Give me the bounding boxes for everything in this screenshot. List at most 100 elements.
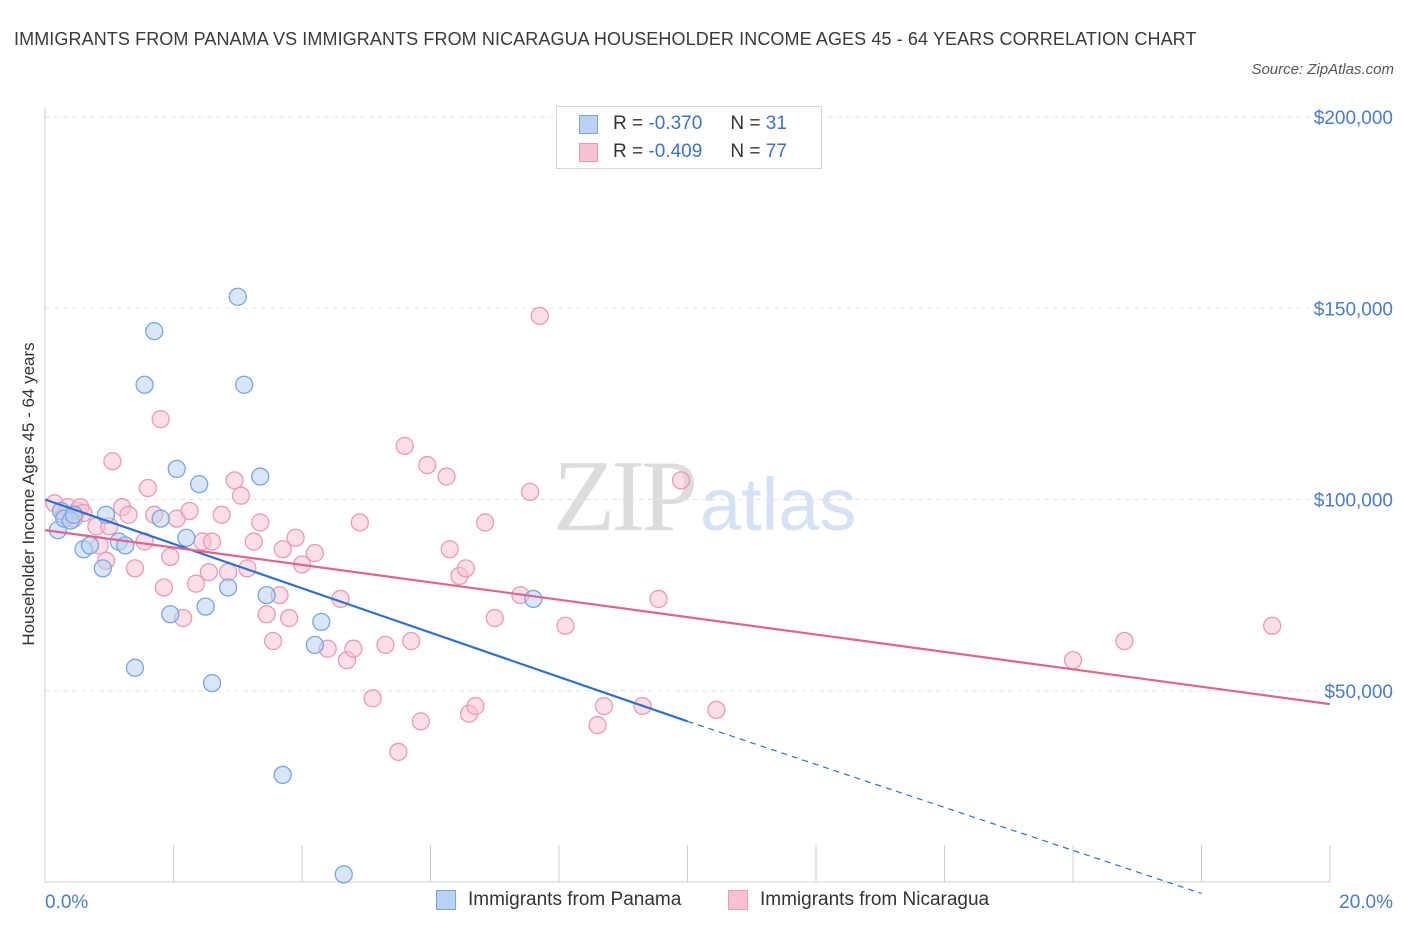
point-nicaragua — [257, 605, 276, 624]
point-panama — [167, 459, 186, 479]
point-nicaragua — [350, 513, 369, 532]
point-nicaragua — [119, 505, 138, 524]
point-panama — [202, 673, 222, 693]
legend-nicaragua-n-value: 77 — [765, 141, 787, 162]
point-nicaragua — [440, 540, 459, 559]
point-nicaragua — [199, 563, 218, 582]
watermark-atlas: atlas — [700, 463, 857, 546]
point-nicaragua — [103, 452, 122, 471]
axes — [44, 107, 1331, 883]
trend-lines — [44, 498, 1331, 895]
y-tick-label: $150,000 — [1314, 299, 1393, 320]
trend-line-nicaragua — [44, 529, 1331, 706]
y-tick-label: $100,000 — [1314, 491, 1393, 512]
y-tick-label: $200,000 — [1314, 108, 1393, 129]
point-nicaragua — [389, 742, 408, 762]
point-panama — [228, 287, 247, 306]
point-panama — [235, 375, 254, 394]
point-nicaragua — [161, 547, 180, 567]
point-panama — [218, 578, 238, 597]
tick-labels: $50,000 $100,000 $150,000 $200,000 0.0% 20.0% — [45, 108, 1393, 913]
point-nicaragua — [231, 486, 251, 505]
point-nicaragua — [363, 689, 382, 708]
chart-source: Source: ZipAtlas.com — [1251, 61, 1394, 78]
point-nicaragua — [244, 532, 263, 551]
point-nicaragua — [202, 532, 222, 551]
point-nicaragua — [180, 501, 199, 521]
point-nicaragua — [138, 478, 157, 498]
bottom-legend-swatch-panama — [436, 890, 456, 910]
point-panama — [151, 509, 170, 528]
point-nicaragua — [520, 482, 540, 502]
point-panama — [177, 528, 196, 547]
point-nicaragua — [530, 306, 549, 326]
legend-panama-r-label: R = — [613, 113, 644, 134]
point-nicaragua — [376, 635, 395, 654]
grid-lines — [45, 116, 1330, 692]
point-nicaragua — [279, 608, 299, 628]
point-nicaragua — [186, 574, 206, 593]
y-tick-label: $50,000 — [1324, 682, 1393, 703]
point-panama — [196, 597, 215, 616]
point-nicaragua — [402, 631, 421, 651]
point-nicaragua — [344, 639, 363, 658]
point-nicaragua — [273, 540, 292, 559]
point-panama — [93, 559, 112, 578]
legend-panama-n-value: 31 — [765, 113, 787, 134]
point-nicaragua — [475, 513, 495, 532]
point-nicaragua — [671, 471, 691, 490]
bottom-legend-label-panama: Immigrants from Panama — [468, 889, 682, 910]
point-panama — [257, 585, 276, 605]
point-nicaragua — [225, 471, 244, 490]
point-nicaragua — [594, 696, 614, 716]
point-panama — [135, 375, 154, 394]
point-nicaragua — [411, 712, 431, 731]
watermark-zip: ZIP — [553, 440, 698, 553]
point-nicaragua — [212, 505, 231, 524]
point-nicaragua — [1115, 631, 1134, 651]
bottom-legend-swatch-nicaragua — [728, 890, 748, 910]
point-nicaragua — [154, 578, 174, 597]
legend-panama-r-value: -0.370 — [648, 113, 703, 134]
point-nicaragua — [588, 716, 607, 735]
point-panama — [524, 589, 543, 609]
point-nicaragua — [286, 528, 305, 547]
point-panama — [190, 475, 209, 494]
point-panama — [161, 605, 180, 624]
point-nicaragua — [649, 589, 668, 609]
point-nicaragua — [1263, 616, 1282, 635]
bottom-legend-label-nicaragua: Immigrants from Nicaragua — [760, 889, 990, 910]
chart-title: IMMIGRANTS FROM PANAMA VS IMMIGRANTS FRO… — [14, 29, 1197, 49]
point-nicaragua — [437, 467, 456, 486]
point-nicaragua — [263, 631, 283, 651]
x-tick-label: 20.0% — [1339, 892, 1393, 913]
point-nicaragua — [251, 513, 270, 532]
point-nicaragua — [466, 696, 485, 716]
legend-nicaragua-r-value: -0.409 — [648, 141, 703, 162]
legend-swatch-nicaragua — [579, 142, 598, 162]
legend-nicaragua-r-label: R = — [613, 141, 644, 162]
data-points — [45, 287, 1282, 884]
legend-panama-n-label: N = — [730, 113, 761, 134]
point-panama — [145, 322, 164, 341]
watermark: ZIPatlas — [553, 437, 856, 555]
point-panama — [305, 635, 325, 654]
bottom-legend-nicaragua: Immigrants from Nicaragua — [728, 889, 989, 911]
point-panama — [80, 536, 100, 555]
point-nicaragua — [305, 543, 325, 563]
x-tick-label: 0.0% — [45, 892, 88, 913]
point-nicaragua — [707, 700, 726, 720]
legend-row-nicaragua: R = -0.409 N = 77 — [579, 140, 787, 164]
point-nicaragua — [218, 563, 238, 582]
point-panama — [312, 612, 331, 632]
trend-line-panama — [44, 498, 688, 723]
legend-nicaragua-n-label: N = — [730, 141, 761, 162]
correlation-legend: R = -0.370 N = 31 R = -0.409 N = 77 — [556, 106, 822, 169]
legend-row-panama: R = -0.370 N = 31 — [579, 112, 787, 136]
point-nicaragua — [418, 455, 437, 475]
point-panama — [334, 865, 353, 884]
point-nicaragua — [151, 410, 170, 429]
point-nicaragua — [395, 436, 414, 456]
trend-line-panama-extension — [687, 720, 1202, 895]
